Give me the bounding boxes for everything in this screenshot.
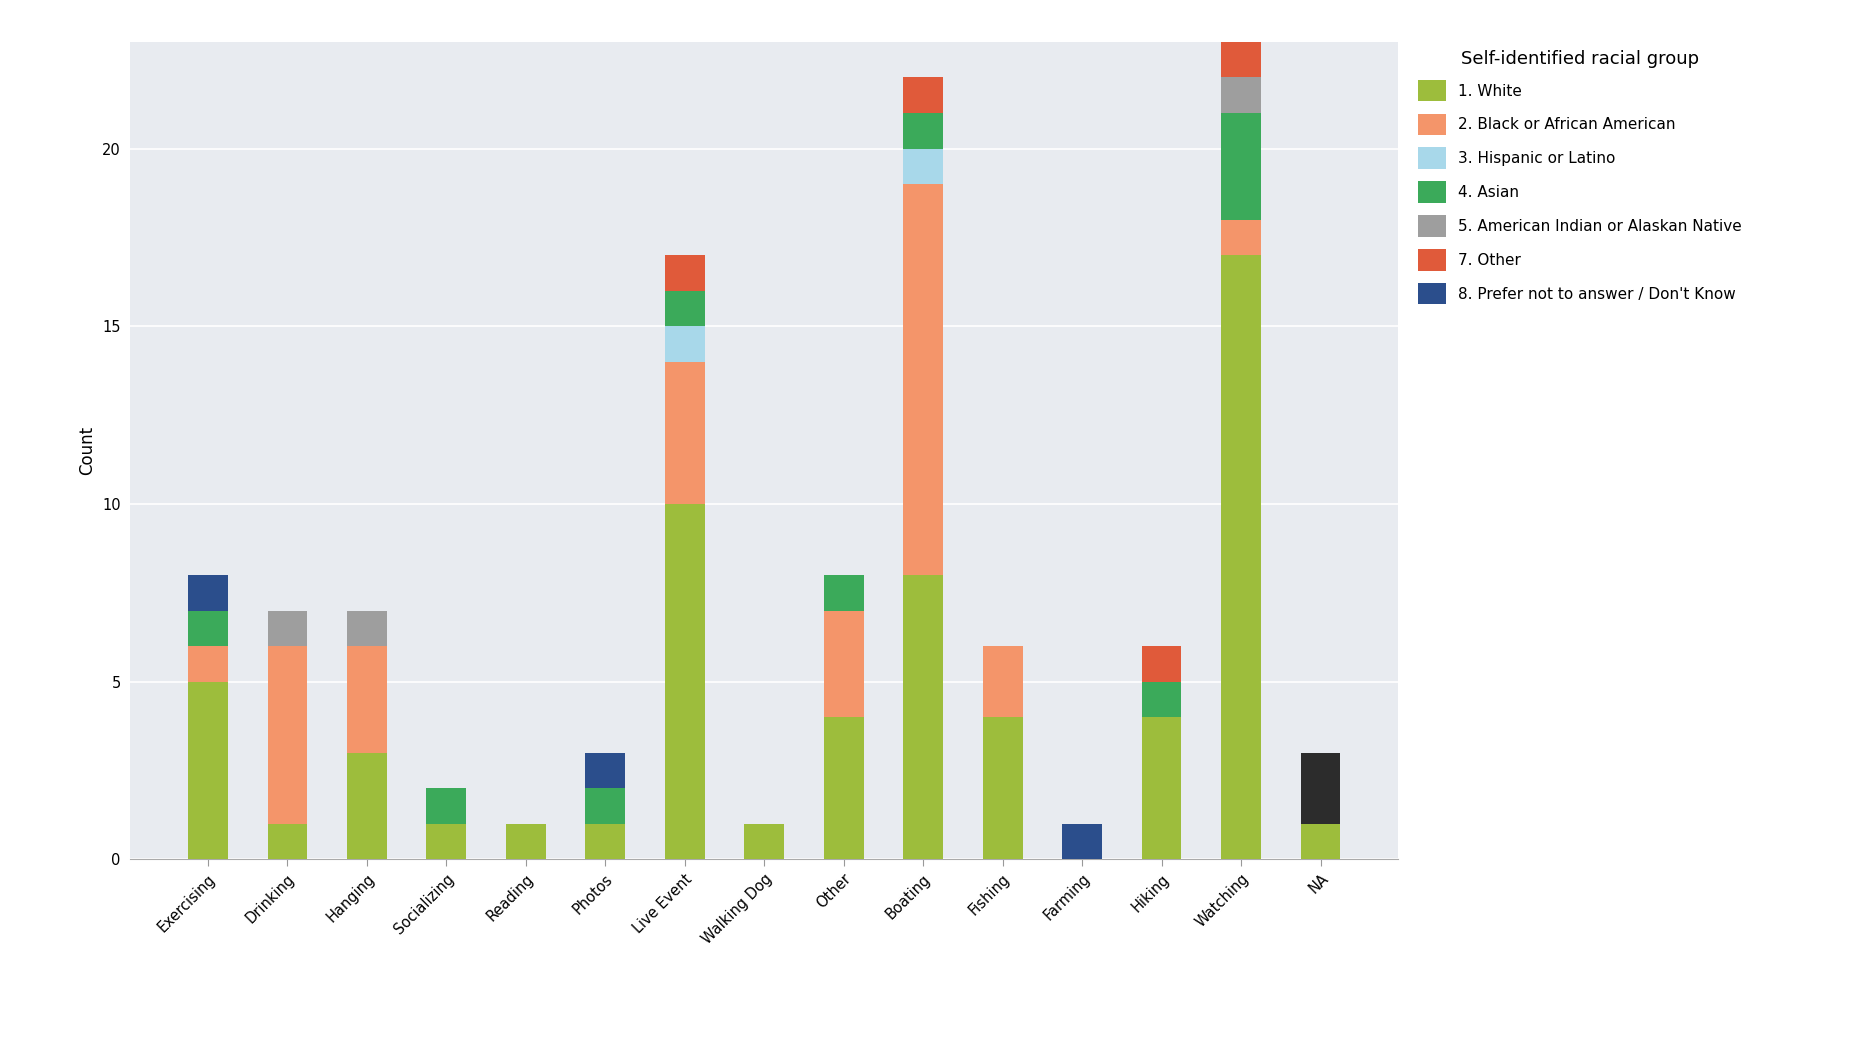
Bar [982, 647, 1023, 717]
Bar [824, 717, 863, 859]
Bar [665, 255, 705, 290]
Legend: 1. White, 2. Black or African American, 3. Hispanic or Latino, 4. Asian, 5. Amer: 1. White, 2. Black or African American, … [1419, 49, 1741, 304]
Bar [665, 504, 705, 859]
Y-axis label: Count: Count [78, 427, 97, 475]
Bar [824, 575, 863, 611]
Bar [1062, 824, 1102, 859]
Bar [188, 681, 227, 859]
Bar [188, 647, 227, 681]
Bar [665, 290, 705, 326]
Bar [347, 647, 386, 752]
Bar [1143, 681, 1182, 717]
Bar [585, 752, 624, 788]
Bar [665, 326, 705, 362]
Bar [665, 362, 705, 504]
Bar [824, 611, 863, 717]
Bar [427, 788, 466, 824]
Bar [1301, 752, 1340, 824]
Bar [1221, 78, 1260, 113]
Bar [1221, 220, 1260, 255]
Bar [585, 788, 624, 824]
Bar [268, 824, 308, 859]
Bar [904, 184, 943, 575]
Bar [347, 611, 386, 647]
Bar [1221, 42, 1260, 78]
Bar [1221, 113, 1260, 220]
Bar [188, 575, 227, 611]
Bar [268, 647, 308, 824]
Bar [268, 611, 308, 647]
Bar [982, 717, 1023, 859]
Bar [1143, 647, 1182, 681]
Bar [904, 575, 943, 859]
Bar [904, 149, 943, 184]
Bar [505, 824, 546, 859]
Bar [427, 824, 466, 859]
Bar [744, 824, 785, 859]
Bar [904, 78, 943, 113]
Bar [904, 113, 943, 149]
Bar [188, 611, 227, 647]
Bar [1143, 717, 1182, 859]
Bar [347, 752, 386, 859]
Bar [585, 824, 624, 859]
Bar [1221, 255, 1260, 859]
Bar [1301, 824, 1340, 859]
